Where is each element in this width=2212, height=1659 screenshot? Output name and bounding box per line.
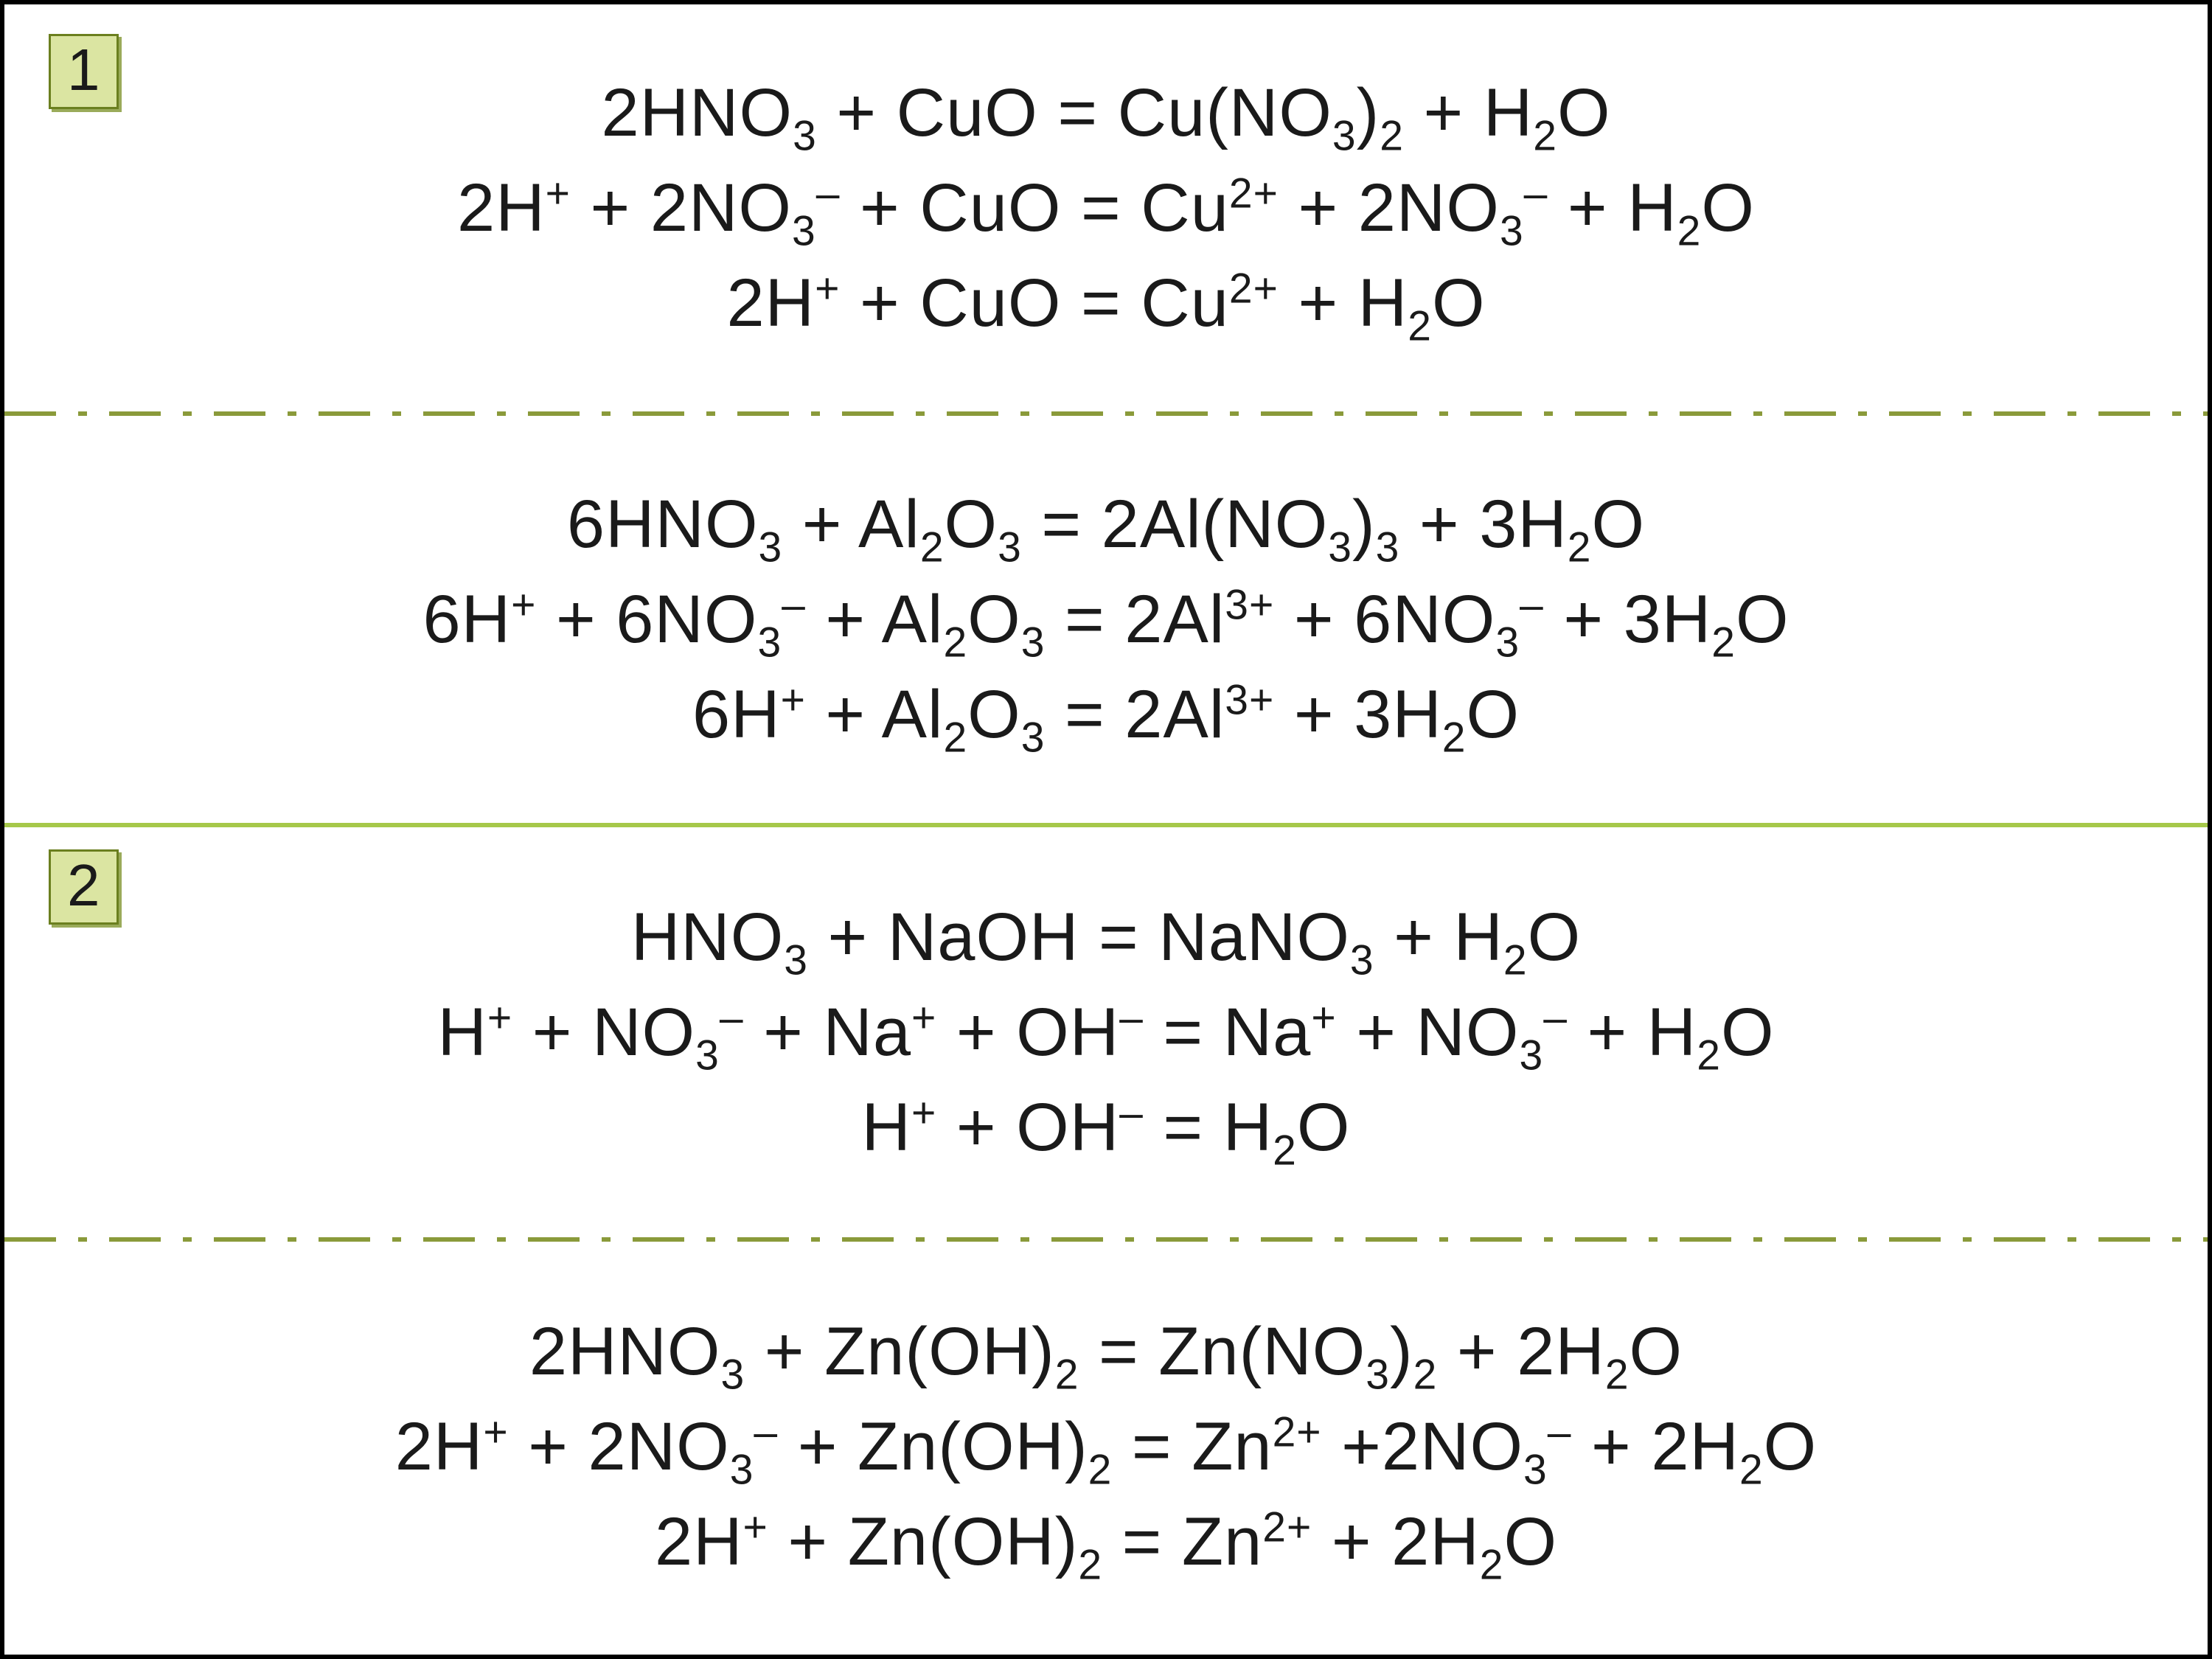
equation: 6HNO3 + Al2O3 = 2Al(NO3)3 + 3H2O [567,486,1645,563]
equation: 2H+ + CuO = Cu2+ + H2O [727,265,1486,342]
equation: 2HNO3 + CuO = Cu(NO3)2 + H2O [601,74,1610,152]
equation-group-1a: 2HNO3 + CuO = Cu(NO3)2 + H2O 2H+ + 2NO3–… [4,4,2208,411]
equation: 2HNO3 + Zn(OH)2 = Zn(NO3)2 + 2H2O [529,1313,1683,1391]
section-badge-1: 1 [49,34,119,109]
section-badge-2: 2 [49,849,119,925]
equation-group-2b: 2HNO3 + Zn(OH)2 = Zn(NO3)2 + 2H2O 2H+ + … [4,1242,2208,1652]
section-1: 1 2HNO3 + CuO = Cu(NO3)2 + H2O 2H+ + 2NO… [4,4,2208,823]
equation: H+ + OH– = H2O [862,1089,1351,1166]
equation: 2H+ + 2NO3– + Zn(OH)2 = Zn2+ +2NO3– + 2H… [395,1408,1817,1486]
equation: HNO3 + NaOH = NaNO3 + H2O [631,899,1581,976]
slide: 1 2HNO3 + CuO = Cu(NO3)2 + H2O 2H+ + 2NO… [0,0,2212,1659]
equation: H+ + NO3– + Na+ + OH– = Na+ + NO3– + H2O [437,994,1774,1071]
equation-group-2a: HNO3 + NaOH = NaNO3 + H2O H+ + NO3– + Na… [4,827,2208,1237]
equation: 6H+ + Al2O3 = 2Al3+ + 3H2O [692,676,1520,754]
equation-group-1b: 6HNO3 + Al2O3 = 2Al(NO3)3 + 3H2O 6H+ + 6… [4,416,2208,823]
equation: 6H+ + 6NO3– + Al2O3 = 2Al3+ + 6NO3– + 3H… [423,581,1790,658]
equation: 2H+ + 2NO3– + CuO = Cu2+ + 2NO3– + H2O [457,170,1755,247]
section-2: 2 HNO3 + NaOH = NaNO3 + H2O H+ + NO3– + … [4,827,2208,1653]
equation: 2H+ + Zn(OH)2 = Zn2+ + 2H2O [655,1503,1557,1581]
